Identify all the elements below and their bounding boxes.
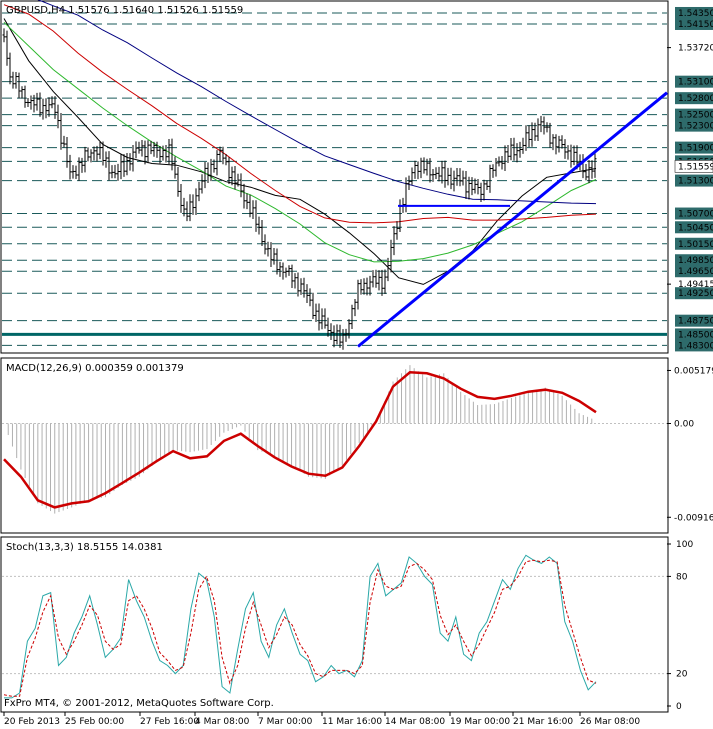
price-level-tag-bg	[675, 207, 713, 220]
macd-group: 0.005179 0.00 -0.00916	[2, 365, 713, 523]
stochastic-tick-label: 80	[676, 572, 688, 582]
time-tick-label: 25 Feb 00:00	[65, 717, 124, 727]
price-level-label: 1.49250	[678, 289, 713, 299]
macd-panel-title: MACD(12,26,9) 0.000359 0.001379	[6, 363, 184, 374]
trendline	[357, 91, 668, 348]
current-price-label: 1.51559	[678, 162, 713, 172]
price-level-tag-bg	[675, 108, 713, 121]
price-level-label: 1.48750	[678, 317, 713, 327]
price-level-label: 1.51900	[678, 144, 713, 154]
stochastic-main-line	[4, 554, 597, 699]
price-level-label: 1.50150	[678, 240, 713, 250]
macd-tick-label: -0.00916	[674, 513, 713, 523]
price-level-tag-bg	[675, 141, 713, 154]
time-axis: 20 Feb 2013 25 Feb 00:00 27 Feb 16:004 Mar…	[3, 712, 640, 727]
price-level-tag-bg	[675, 6, 713, 19]
price-level-tag-bg	[675, 119, 713, 132]
price-level-label: 1.50450	[678, 223, 713, 233]
price-level-label: 1.52800	[678, 94, 713, 104]
time-tick-label: 7 Mar 00:00	[258, 717, 313, 727]
price-level-label: 1.51300	[678, 177, 713, 187]
current-price-tag	[674, 160, 713, 173]
price-level-tag-bg	[675, 265, 713, 278]
price-level-label: 1.54350	[678, 9, 713, 19]
time-tick-label: 4 Mar 08:00	[195, 717, 250, 727]
price-level-label: 1.48300	[678, 341, 713, 351]
macd-tick-label: 0.00	[674, 419, 694, 429]
price-level-label: 1.52500	[678, 111, 713, 121]
time-tick-label: 20 Feb 2013	[4, 717, 60, 727]
price-level-tag-bg	[675, 339, 713, 352]
stochastic-tick-label: 100	[676, 540, 693, 550]
stochastic-panel-title: Stoch(13,3,3) 18.5155 14.0381	[6, 542, 163, 553]
price-panel-title: GBPUSD,H4 1.51576 1.51640 1.51526 1.5155…	[6, 5, 243, 16]
stochastic-tick-label: 0	[676, 702, 682, 712]
stochastic-panel	[0, 536, 669, 713]
footer-copyright: FxPro MT4, © 2001-2012, MetaQuotes Softw…	[4, 698, 274, 709]
price-tick-label: 1.49415	[678, 280, 713, 290]
price-level-label: 1.49650	[678, 267, 713, 277]
trendline-group	[357, 91, 668, 348]
price-level-label: 1.53100	[678, 78, 713, 88]
price-level-tag-bg	[675, 17, 713, 30]
price-level-tag-bg	[675, 174, 713, 187]
price-level-tag-bg	[675, 254, 713, 267]
price-level-label: 1.49850	[678, 256, 713, 266]
price-level-tag-bg	[675, 287, 713, 300]
time-tick-label: 19 Mar 00:00	[450, 717, 510, 727]
price-level-tag-bg	[675, 92, 713, 105]
price-level-tag-bg	[675, 328, 713, 341]
time-tick-label: 21 Mar 16:00	[513, 717, 573, 727]
stochastic-signal-line	[3, 559, 597, 697]
price-level-tag-bg	[675, 314, 713, 327]
price-panel	[0, 0, 669, 354]
price-level-label: 1.52300	[678, 122, 713, 132]
price-level-label: 1.48500	[678, 330, 713, 340]
moving-average-line	[37, 0, 597, 205]
price-level-tag-bg	[675, 221, 713, 234]
time-tick-label: 27 Feb 16:00	[140, 717, 199, 727]
price-tick-label: 1.53720	[678, 44, 713, 54]
price-level-label: 1.50700	[678, 210, 713, 220]
macd-signal-line	[3, 371, 597, 509]
stochastic-tick-label: 20	[676, 670, 688, 680]
moving-average-line	[3, 4, 597, 224]
macd-tick-label: 0.005179	[674, 366, 713, 376]
time-tick-label: 26 Mar 08:00	[580, 717, 640, 727]
price-level-tag-bg	[675, 75, 713, 88]
price-level-label: 1.54150	[678, 20, 713, 30]
macd-panel	[0, 357, 669, 534]
time-tick-label: 14 Mar 08:00	[385, 717, 445, 727]
price-level-tag-bg	[675, 237, 713, 250]
time-tick-label: 11 Mar 16:00	[322, 717, 382, 727]
stochastic-group: 100 80 20 0	[2, 540, 693, 712]
